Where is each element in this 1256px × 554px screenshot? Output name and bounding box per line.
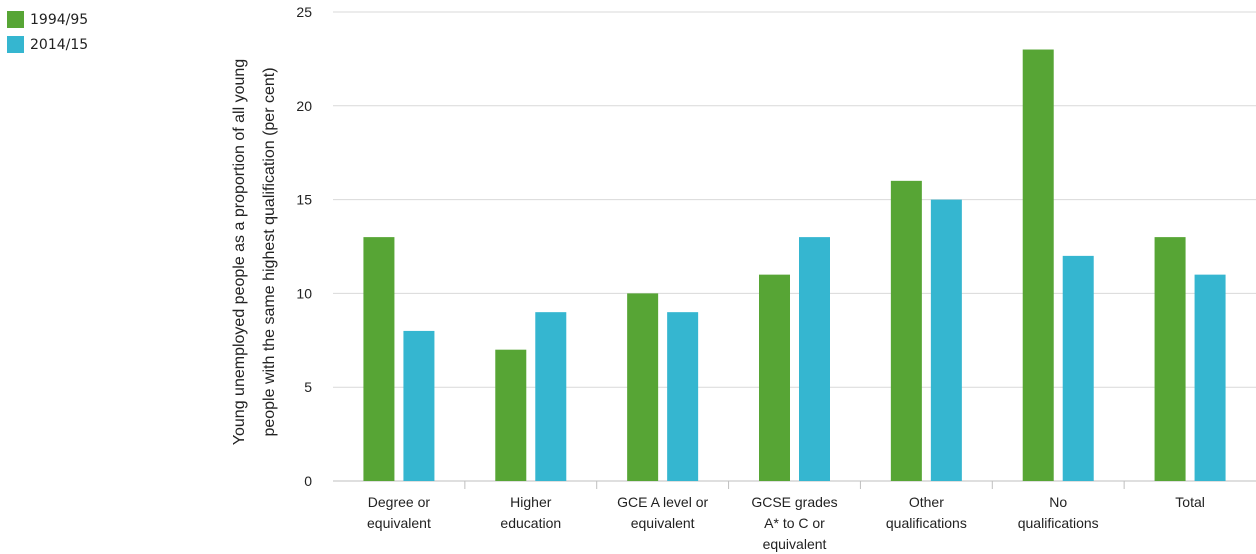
legend-item-1994-95[interactable]: 1994/95 bbox=[7, 7, 88, 32]
legend-swatch-1994-95 bbox=[7, 11, 24, 28]
legend-swatch-2014-15 bbox=[7, 36, 24, 53]
legend-label-1994-95: 1994/95 bbox=[30, 11, 89, 28]
y-tick-label: 10 bbox=[296, 285, 312, 301]
y-axis-title: Young unemployed people as a proportion … bbox=[231, 59, 278, 445]
bar-2014-15-1 bbox=[535, 312, 567, 481]
x-category-label: No qualifications bbox=[1018, 494, 1099, 531]
legend-item-2014-15[interactable]: 2014/15 bbox=[7, 32, 88, 57]
bar-1994-95-1 bbox=[495, 349, 527, 481]
bar-1994-95-5 bbox=[1022, 49, 1054, 482]
legend-label-2014-15: 2014/15 bbox=[30, 36, 89, 53]
x-category-label: Total bbox=[1175, 494, 1205, 510]
bar-2014-15-0 bbox=[403, 330, 435, 481]
bar-2014-15-3 bbox=[799, 237, 830, 481]
y-tick-label: 15 bbox=[296, 192, 312, 208]
y-tick-label: 0 bbox=[304, 473, 312, 489]
y-tick-label: 5 bbox=[304, 379, 312, 395]
x-category-label: Higher education bbox=[500, 494, 561, 531]
x-category-label: Degree or equivalent bbox=[367, 494, 431, 531]
legend: 1994/95 2014/15 bbox=[7, 7, 88, 57]
x-category-label: GCE A level or equivalent bbox=[617, 494, 708, 531]
bar-1994-95-4 bbox=[890, 180, 922, 481]
bar-2014-15-2 bbox=[667, 312, 699, 481]
bar-2014-15-5 bbox=[1062, 255, 1094, 481]
y-tick-label: 20 bbox=[296, 98, 312, 114]
bar-1994-95-2 bbox=[627, 293, 659, 481]
bar-1994-95-0 bbox=[363, 237, 395, 481]
x-category-label: GCSE grades A* to C or equivalent bbox=[751, 494, 837, 552]
y-tick-label: 25 bbox=[296, 4, 312, 20]
bar-2014-15-4 bbox=[930, 199, 962, 481]
bar-2014-15-6 bbox=[1194, 274, 1226, 481]
x-category-label: Other qualifications bbox=[886, 494, 967, 531]
bar-1994-95-6 bbox=[1154, 237, 1186, 481]
bar-1994-95-3 bbox=[759, 274, 790, 481]
